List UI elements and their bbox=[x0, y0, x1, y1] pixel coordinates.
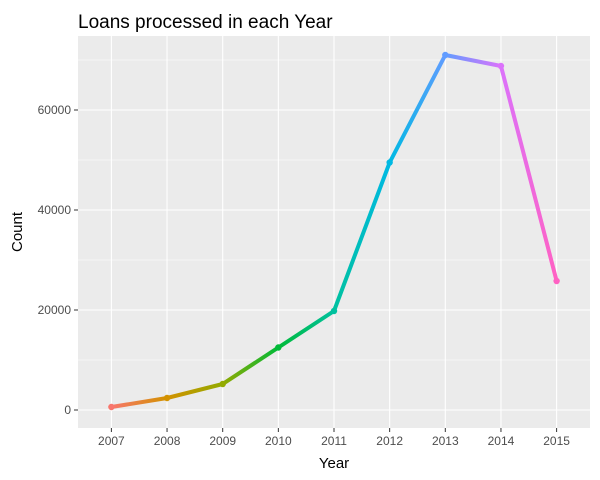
line-segment bbox=[332, 160, 392, 313]
line-segment bbox=[276, 309, 336, 350]
y-tick-label: 40000 bbox=[38, 203, 72, 217]
x-tick-label: 2010 bbox=[265, 434, 292, 448]
line-segment bbox=[220, 345, 281, 386]
line-segment bbox=[498, 64, 559, 283]
chart-title: Loans processed in each Year bbox=[78, 12, 333, 33]
data-point bbox=[275, 344, 282, 351]
y-axis-ticks: 0 20000 40000 60000 bbox=[38, 103, 78, 417]
x-axis-ticks: 2007 2008 2009 2010 2011 2012 2013 2014 2015 bbox=[98, 428, 570, 448]
y-axis-title: Count bbox=[9, 211, 26, 252]
data-point bbox=[386, 159, 393, 166]
x-tick-label: 2012 bbox=[376, 434, 403, 448]
data-point bbox=[163, 394, 171, 402]
x-tick-label: 2014 bbox=[488, 434, 515, 448]
data-point bbox=[442, 51, 449, 59]
line-segment bbox=[443, 53, 503, 68]
x-axis-title: Year bbox=[319, 455, 349, 472]
data-point bbox=[553, 277, 560, 285]
data-point bbox=[330, 307, 338, 315]
x-tick-label: 2008 bbox=[154, 434, 181, 448]
x-tick-label: 2011 bbox=[321, 434, 347, 448]
line-segment bbox=[387, 53, 448, 165]
x-tick-label: 2015 bbox=[543, 434, 570, 448]
y-tick-label: 0 bbox=[64, 403, 71, 417]
line-segment bbox=[165, 382, 225, 400]
data-point bbox=[497, 62, 505, 70]
data-point bbox=[108, 403, 115, 411]
y-tick-label: 20000 bbox=[38, 303, 72, 317]
x-tick-label: 2007 bbox=[98, 434, 125, 448]
y-tick-label: 60000 bbox=[38, 103, 72, 117]
major-gridlines bbox=[78, 36, 590, 428]
line-segments bbox=[109, 53, 559, 409]
data-point bbox=[219, 380, 226, 388]
x-tick-label: 2009 bbox=[209, 434, 236, 448]
data-points bbox=[108, 51, 560, 411]
line-segment bbox=[109, 396, 170, 409]
x-tick-label: 2013 bbox=[432, 434, 459, 448]
